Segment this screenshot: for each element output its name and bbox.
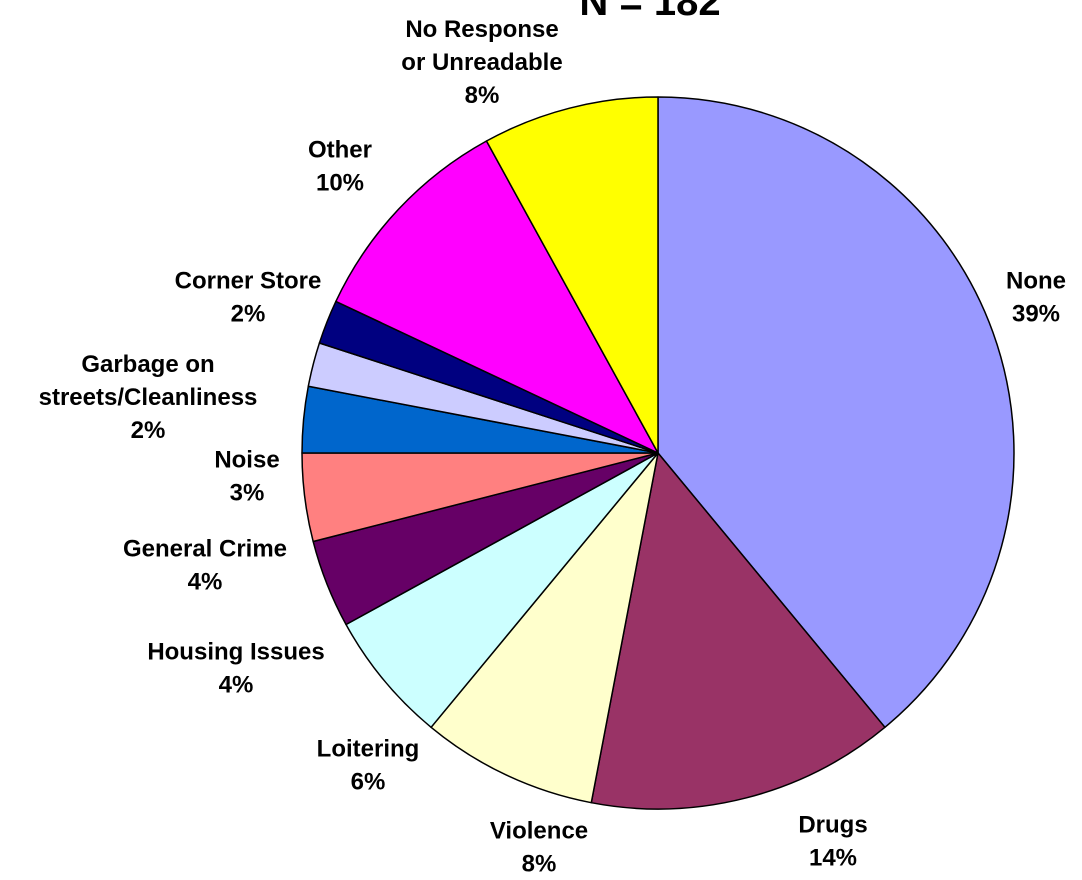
pie-label-other: Other 10% [308, 137, 372, 197]
pie-label-corner-store: Corner Store 2% [175, 268, 322, 328]
pie-slice-drugs [590, 452, 886, 810]
pie-label-noise: Noise 3% [214, 447, 279, 507]
pie-value-label: 2% [131, 417, 166, 444]
pie-label-garbage-on-streets-cleanliness: Garbage on streets/Cleanliness 2% [39, 351, 258, 444]
pie-category-label: General Crime [123, 536, 287, 563]
pie-slice-other [335, 140, 659, 454]
pie-label-violence: Violence 8% [490, 818, 588, 878]
pie-slice-loitering [345, 452, 659, 729]
pie-value-label: 8% [522, 851, 557, 878]
pie-slices [301, 96, 1015, 810]
pie-value-label: 4% [188, 569, 223, 596]
pie-category-label: None [1006, 268, 1066, 295]
pie-value-label: 2% [231, 301, 266, 328]
pie-value-label: 6% [351, 769, 386, 796]
pie-value-label: 4% [219, 672, 254, 699]
pie-slice-no-response-or-unreadable [485, 96, 659, 454]
pie-category-label: Housing Issues [147, 639, 324, 666]
pie-labels: None 39% Drugs 14% Violence 8% Loitering 6% Hous… [39, 16, 1066, 878]
pie-value-label: 10% [316, 170, 364, 197]
pie-label-general-crime: General Crime 4% [123, 536, 287, 596]
pie-label-no-response-or-unreadable: No Response or Unreadable 8% [401, 16, 562, 109]
pie-category-label: Other [308, 137, 372, 164]
pie-category-label: or Unreadable [401, 49, 562, 76]
pie-category-label: streets/Cleanliness [39, 384, 258, 411]
pie-label-drugs: Drugs 14% [798, 812, 867, 872]
pie-label-none: None 39% [1006, 268, 1066, 328]
pie-category-label: Noise [214, 447, 279, 474]
pie-value-label: 39% [1012, 301, 1060, 328]
pie-category-label: Garbage on [81, 351, 214, 378]
pie-category-label: Violence [490, 818, 588, 845]
pie-category-label: Corner Store [175, 268, 322, 295]
pie-slice-violence [430, 452, 659, 804]
pie-value-label: 14% [809, 845, 857, 872]
pie-label-loitering: Loitering 6% [317, 736, 420, 796]
pie-category-label: Loitering [317, 736, 420, 763]
pie-label-housing-issues: Housing Issues 4% [147, 639, 324, 699]
pie-value-label: 8% [465, 82, 500, 109]
chart-title: N = 182 [579, 0, 720, 24]
pie-category-label: Drugs [798, 812, 867, 839]
pie-slice-none [657, 96, 1015, 729]
pie-category-label: No Response [405, 16, 558, 43]
pie-value-label: 3% [230, 480, 265, 507]
